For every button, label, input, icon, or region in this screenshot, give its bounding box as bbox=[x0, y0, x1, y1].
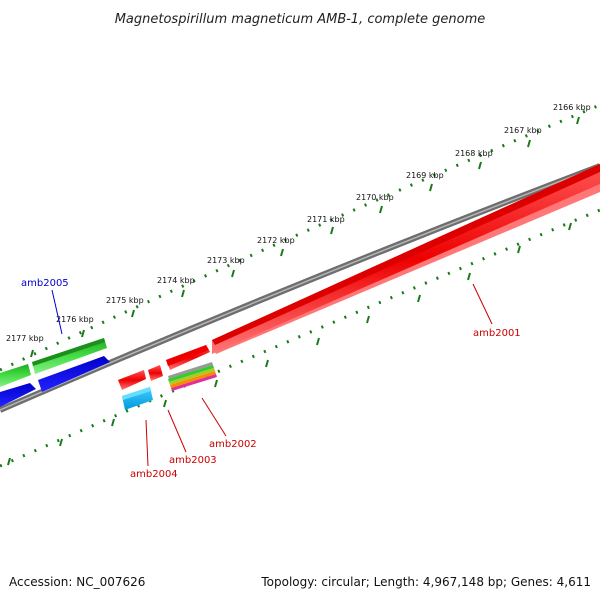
gene-label-amb2004[interactable]: amb2004 bbox=[130, 469, 178, 480]
accession-text: Accession: NC_007626 bbox=[9, 575, 145, 589]
kbp-label: 2167 kbp bbox=[504, 126, 542, 135]
kbp-label: 2171 kbp bbox=[307, 215, 345, 224]
genome-summary-text: Topology: circular; Length: 4,967,148 bp… bbox=[260, 575, 591, 589]
kbp-label: 2173 kbp bbox=[207, 256, 245, 265]
gene-amb2005-blue[interactable] bbox=[38, 356, 110, 392]
gene-label-amb2003[interactable]: amb2003 bbox=[169, 455, 217, 466]
kbp-label: 2168 kbp bbox=[455, 149, 493, 158]
leader-amb2003 bbox=[167, 409, 187, 453]
kbp-label: 2169 kbp bbox=[406, 171, 444, 180]
major-ticks bbox=[30, 116, 580, 358]
gene-red-forward[interactable] bbox=[166, 345, 210, 370]
gene-label-amb2005[interactable]: amb2005 bbox=[21, 278, 69, 289]
kbp-label: 2176 kbp bbox=[56, 315, 94, 324]
gene-label-amb2001[interactable]: amb2001 bbox=[473, 328, 521, 339]
gene-red-small-1[interactable] bbox=[118, 370, 146, 390]
gene-green-forward[interactable] bbox=[32, 338, 107, 374]
map-title: Magnetospirillum magneticum AMB-1, compl… bbox=[115, 12, 486, 27]
gene-green-forward-2[interactable] bbox=[0, 364, 31, 387]
genome-backbone-highlight bbox=[0, 165, 600, 411]
leader-lines bbox=[51, 283, 493, 467]
kbp-label: 2175 kbp bbox=[106, 296, 144, 305]
kbp-label: 2174 kbp bbox=[157, 276, 195, 285]
leader-amb2005 bbox=[51, 289, 63, 335]
leader-amb2001 bbox=[472, 283, 493, 325]
inner-major-ticks bbox=[7, 222, 572, 466]
inner-scale-ticks bbox=[0, 208, 600, 468]
kbp-label: 2177 kbp bbox=[6, 334, 44, 343]
kbp-label: 2172 kbp bbox=[257, 236, 295, 245]
outer-scale-ticks bbox=[0, 103, 600, 372]
kbp-label: 2170 kbp bbox=[356, 193, 394, 202]
gene-labels: amb2001 amb2002 amb2003 amb2004 amb2005 bbox=[21, 278, 521, 480]
gene-amb2002-stack[interactable] bbox=[168, 362, 217, 391]
gene-label-amb2002[interactable]: amb2002 bbox=[209, 439, 257, 450]
gene-blue-reverse-2[interactable] bbox=[0, 383, 36, 407]
leader-amb2004 bbox=[145, 419, 149, 467]
leader-amb2002 bbox=[201, 397, 227, 437]
gene-amb2001[interactable] bbox=[212, 164, 600, 354]
gene-red-small-2[interactable] bbox=[148, 365, 163, 381]
genome-backbone bbox=[0, 163, 600, 413]
kbp-label: 2166 kbp bbox=[553, 103, 591, 112]
kbp-labels: 2166 kbp 2167 kbp 2168 kbp 2169 kbp 2170… bbox=[6, 103, 591, 343]
gene-amb2004-cyan[interactable] bbox=[122, 387, 153, 410]
